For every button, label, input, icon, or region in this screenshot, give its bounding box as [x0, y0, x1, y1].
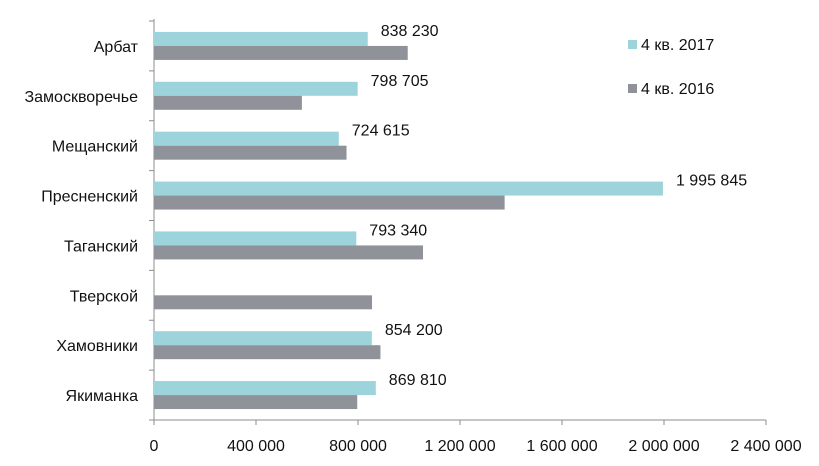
- bar-2016: [154, 395, 358, 410]
- bar-2016: [154, 195, 505, 210]
- legend-swatch: [628, 84, 637, 93]
- bar-2016: [154, 95, 302, 110]
- category-label: Таганский: [64, 238, 138, 255]
- bar-2016: [154, 245, 424, 260]
- bar-2017: [154, 181, 663, 196]
- bar-2017: [154, 331, 372, 346]
- bars: [154, 31, 663, 410]
- data-label: 1 995 845: [676, 173, 747, 190]
- x-tick-label: 2 400 000: [730, 438, 801, 455]
- data-label: 798 705: [371, 73, 429, 90]
- data-label: 838 230: [381, 23, 439, 40]
- legend-label: 4 кв. 2017: [641, 37, 714, 54]
- category-label: Мещанский: [52, 139, 138, 156]
- labels: 838 230 798 705 724 615 1 995 845 793 340 854…: [352, 23, 747, 389]
- data-label: 869 810: [389, 372, 447, 389]
- bar-2016: [154, 45, 408, 60]
- category-label: Арбат: [94, 39, 139, 56]
- bar-2017: [154, 381, 376, 396]
- category-label: Пресненский: [41, 189, 138, 206]
- category-label: Замоскворечье: [24, 89, 138, 106]
- data-label: 793 340: [369, 222, 427, 239]
- x-tick-label: 800 000: [329, 438, 387, 455]
- x-tick-label: 0: [150, 438, 159, 455]
- legend-swatch: [628, 40, 637, 49]
- bar-2016: [154, 295, 373, 310]
- category-label: Хамовники: [56, 338, 138, 355]
- legend: 4 кв. 2017 4 кв. 2016: [628, 37, 714, 98]
- category-label: Тверской: [70, 288, 138, 305]
- bar-2017: [154, 131, 339, 146]
- bar-2017: [154, 81, 358, 96]
- bar-2017: [154, 31, 368, 46]
- bar-2017: [154, 231, 357, 246]
- category-label: Якиманка: [66, 388, 139, 405]
- data-label: 854 200: [385, 322, 443, 339]
- bar-2016: [154, 145, 347, 160]
- x-tick-label: 1 200 000: [424, 438, 495, 455]
- x-tick-label: 2 000 000: [628, 438, 699, 455]
- bar-2016: [154, 345, 381, 360]
- axes: 0 400 000 800 000 1 200 000 1 600 000 2 000 0…: [24, 19, 802, 455]
- x-tick-label: 1 600 000: [526, 438, 597, 455]
- data-label: 724 615: [352, 123, 410, 140]
- legend-label: 4 кв. 2016: [641, 81, 714, 98]
- x-tick-label: 400 000: [227, 438, 285, 455]
